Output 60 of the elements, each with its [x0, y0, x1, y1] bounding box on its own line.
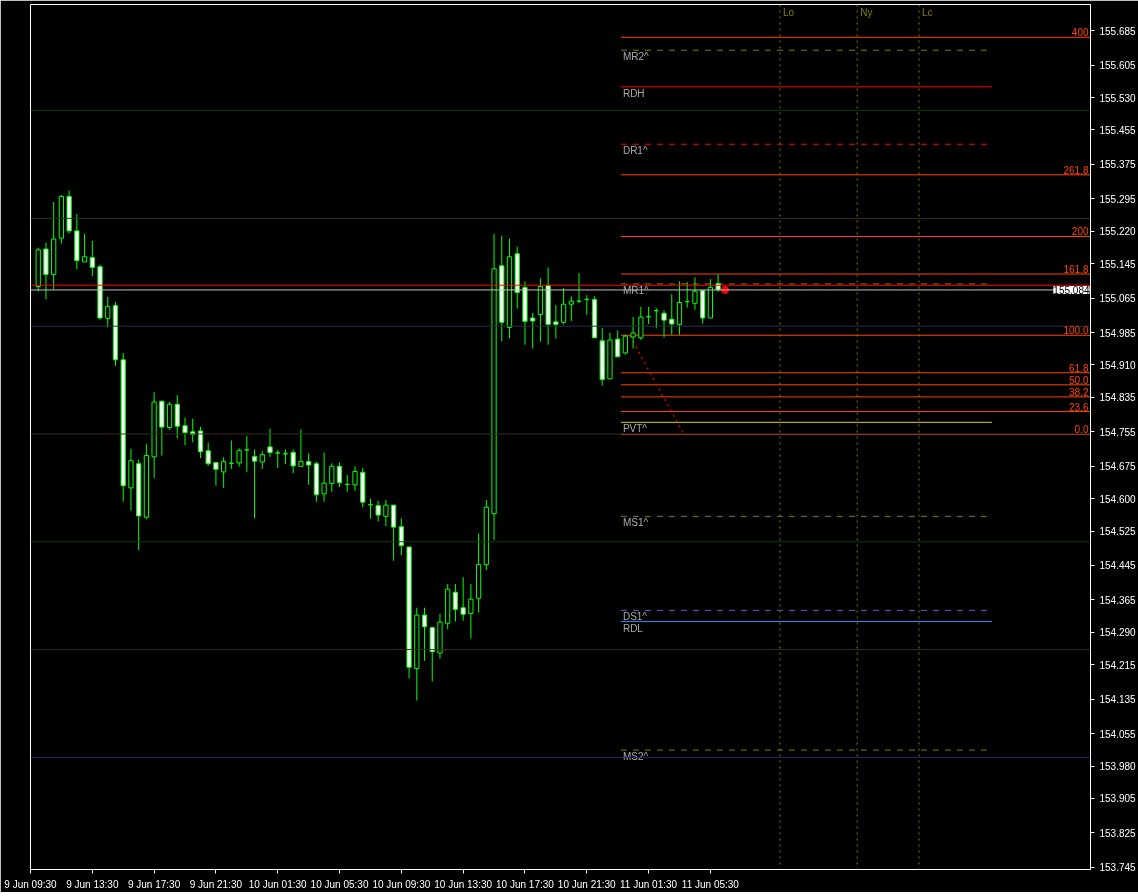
y-tick-label: 154.755: [1099, 426, 1137, 438]
y-tick-label: 153.825: [1099, 827, 1137, 839]
y-tick-label: 155.220: [1099, 226, 1137, 238]
annotation: 155.084: [1053, 284, 1090, 296]
annotation: 400: [1071, 27, 1089, 39]
x-tick-label: 10 Jun 01:30: [248, 878, 308, 890]
annotation: 61.8: [1069, 362, 1089, 374]
y-tick-label: 154.910: [1099, 359, 1137, 371]
y-tick-label: 154.985: [1099, 327, 1137, 339]
annotation: 161.8: [1063, 264, 1089, 275]
x-tick-label: 10 Jun 09:30: [372, 878, 431, 890]
ref-line-label: Ny: [860, 6, 873, 18]
y-tick-label: 155.455: [1099, 124, 1137, 136]
ref-line-label: DS1^: [622, 611, 648, 623]
annotation: 38.2: [1069, 386, 1089, 398]
y-tick-label: 154.055: [1099, 728, 1137, 740]
y-tick-label: 155.605: [1099, 60, 1137, 72]
x-tick-label: 10 Jun 21:30: [557, 878, 617, 890]
x-tick-label: 9 Jun 21:30: [189, 878, 243, 890]
y-tick-label: 154.525: [1099, 526, 1137, 537]
y-tick-label: 153.905: [1099, 793, 1137, 805]
annotation: 200: [1071, 226, 1089, 238]
x-tick-label: 11 Jun 01:30: [620, 878, 678, 890]
y-tick-label: 154.135: [1099, 694, 1137, 706]
annotation: 100.0: [1063, 325, 1089, 337]
x-tick-label: 10 Jun 05:30: [310, 878, 369, 890]
y-tick-label: 155.375: [1099, 159, 1137, 171]
y-tick-label: 155.530: [1099, 92, 1137, 104]
y-tick-label: 154.365: [1099, 595, 1137, 606]
ref-line-label: RDH: [622, 87, 645, 99]
ref-line-label: Lo: [782, 6, 795, 18]
ref-line-label: MS2^: [622, 751, 649, 763]
y-tick-label: 154.290: [1099, 627, 1137, 639]
y-tick-label: 154.600: [1099, 493, 1137, 505]
y-tick-label: 154.675: [1099, 461, 1137, 473]
ref-line-label: DR1^: [622, 145, 648, 157]
ref-line-label: PVT^: [622, 423, 648, 435]
y-tick-label: 153.745: [1099, 862, 1137, 874]
annotation: 50.0: [1069, 374, 1089, 386]
y-tick-label: 154.215: [1099, 659, 1137, 671]
x-tick-label: 11 Jun 05:30: [681, 878, 740, 890]
y-tick-label: 154.835: [1099, 392, 1137, 404]
y-tick-label: 155.065: [1099, 293, 1137, 305]
ref-line-label: Lc: [921, 6, 933, 18]
x-tick-label: 9 Jun 13:30: [66, 878, 119, 890]
x-tick-label: 10 Jun 13:30: [434, 878, 493, 890]
y-tick-label: 155.295: [1099, 193, 1137, 205]
annotation: 23.6: [1069, 401, 1089, 413]
x-tick-label: 9 Jun 09:30: [4, 878, 58, 890]
y-tick-label: 155.145: [1099, 258, 1137, 270]
x-tick-label: 10 Jun 17:30: [496, 878, 555, 890]
ref-line-label: MR2^: [622, 51, 650, 63]
x-tick-label: 9 Jun 17:30: [127, 878, 181, 890]
y-tick-label: 154.445: [1099, 560, 1137, 572]
annotation: 261.8: [1063, 164, 1089, 176]
annotation: 0.0: [1074, 424, 1089, 436]
y-tick-label: 155.685: [1099, 25, 1137, 37]
ref-line-label: RDL: [622, 622, 644, 634]
ref-line-label: MS1^: [622, 517, 649, 529]
y-tick-label: 153.980: [1099, 761, 1137, 773]
